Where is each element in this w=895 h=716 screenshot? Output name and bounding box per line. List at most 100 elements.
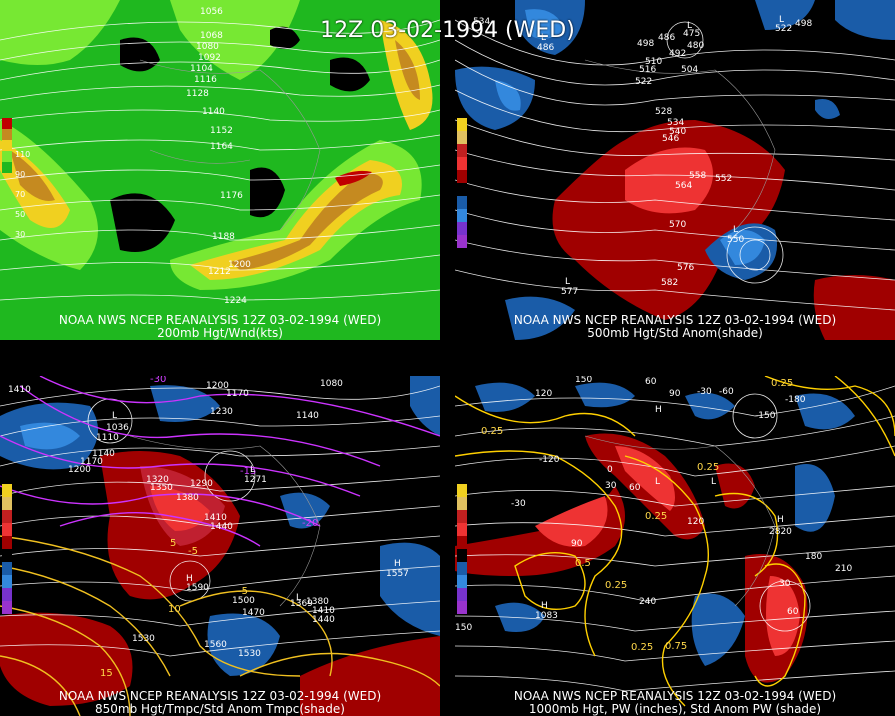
map-label: 546 bbox=[662, 134, 679, 144]
map-label: 1116 bbox=[194, 75, 217, 85]
map-label: 5 bbox=[170, 538, 176, 549]
map-label: 1470 bbox=[242, 608, 265, 618]
map-label: 0.25 bbox=[631, 642, 653, 653]
map-label: 90 bbox=[669, 389, 681, 399]
map-label: 90 bbox=[571, 539, 583, 549]
footer-variable: 500mb Hgt/Std Anom(shade) bbox=[587, 326, 763, 340]
map-label: 1140 bbox=[296, 411, 319, 421]
map-label: 1410 bbox=[204, 513, 227, 523]
map-label: 0.25 bbox=[605, 580, 627, 591]
map-label: 1500 bbox=[232, 596, 255, 606]
map-label: -60 bbox=[719, 387, 734, 397]
map-label: 1271 bbox=[244, 475, 267, 485]
map-label: 550 bbox=[727, 235, 744, 245]
map-label: 10 bbox=[168, 604, 181, 615]
map-label: L bbox=[250, 465, 255, 475]
map-label: 240 bbox=[639, 597, 656, 607]
map-label: 582 bbox=[661, 278, 678, 288]
map-label: 2820 bbox=[769, 527, 792, 537]
map-label: L bbox=[733, 225, 738, 235]
map-label: L bbox=[565, 277, 570, 287]
map-label: L bbox=[541, 33, 546, 43]
map-label: -5 bbox=[238, 586, 248, 597]
map-label: 540 bbox=[669, 127, 686, 137]
footer-source: NOAA NWS NCEP REANALYSIS 12Z 03-02-1994 … bbox=[513, 313, 837, 327]
map-label: 564 bbox=[675, 181, 692, 191]
map-label: 1080 bbox=[196, 42, 219, 52]
map-label: L bbox=[655, 477, 660, 487]
map-label: 1170 bbox=[80, 457, 103, 467]
main-title: 12Z 03-02-1994 (WED) bbox=[320, 18, 575, 43]
map-label: H bbox=[541, 601, 548, 611]
map-label: H bbox=[394, 559, 401, 569]
map-label: 1036 bbox=[106, 423, 129, 433]
map-label: 60 bbox=[787, 607, 799, 617]
map-label: 120 bbox=[687, 517, 704, 527]
map-label: 0.25 bbox=[771, 378, 793, 389]
map-label: 1056 bbox=[200, 7, 223, 17]
map-label: 1290 bbox=[190, 479, 213, 489]
map-label: 480 bbox=[687, 41, 704, 51]
map-label: 1212 bbox=[208, 267, 231, 277]
map-label: 522 bbox=[635, 77, 652, 87]
map-label: 1164 bbox=[210, 142, 233, 152]
footer-source: NOAA NWS NCEP REANALYSIS 12Z 03-02-1994 … bbox=[58, 313, 382, 327]
map-label: 1083 bbox=[535, 611, 558, 621]
map-label: 0.25 bbox=[645, 511, 667, 522]
map-label: 1104 bbox=[190, 64, 213, 74]
map-label: 576 bbox=[677, 263, 694, 273]
map-label: 1410 bbox=[312, 606, 335, 616]
map-label: 522 bbox=[775, 24, 792, 34]
color-scale-850mb bbox=[2, 484, 12, 614]
map-label: -30 bbox=[511, 499, 526, 509]
map-label: 150 bbox=[575, 376, 592, 385]
map-label: 1224 bbox=[224, 296, 247, 306]
panel-1000mb-height-pw: 150 120 60 90 -30 -60 -150 -180 -120 0 3… bbox=[455, 376, 895, 716]
map-500mb: 534 498 486 492 480 510 516 504 522 528 … bbox=[455, 0, 895, 340]
map-label: 1557 bbox=[386, 569, 409, 579]
footer-variable: 200mb Hgt/Wnd(kts) bbox=[157, 326, 283, 340]
map-label: 577 bbox=[561, 287, 578, 297]
map-label: 558 bbox=[689, 171, 706, 181]
map-label: 492 bbox=[669, 49, 686, 59]
panel-200mb-height-wind: 1056 1068 1080 1092 1104 1116 1128 1140 … bbox=[0, 0, 440, 340]
map-label: 486 bbox=[658, 33, 675, 43]
map-label: H bbox=[777, 515, 784, 525]
map-label: 534 bbox=[473, 17, 490, 27]
map-label: 1200 bbox=[68, 465, 91, 475]
map-label: 1590 bbox=[186, 583, 209, 593]
map-label: 0.5 bbox=[575, 558, 591, 569]
map-label: 15 bbox=[100, 668, 113, 679]
map-label: L bbox=[711, 477, 716, 487]
map-label: 1188 bbox=[212, 232, 235, 242]
map-label: 1350 bbox=[150, 483, 173, 493]
map-label: L bbox=[687, 21, 692, 31]
map-label: 1152 bbox=[210, 126, 233, 136]
footer-variable: 1000mb Hgt, PW (inches), Std Anom PW (sh… bbox=[528, 702, 822, 716]
map-label: 534 bbox=[667, 118, 684, 128]
map-label: 150 bbox=[455, 623, 472, 633]
map-label: 570 bbox=[669, 220, 686, 230]
map-label: 1176 bbox=[220, 191, 243, 201]
map-label: 1200 bbox=[206, 381, 229, 391]
color-scale-1000mb bbox=[457, 484, 467, 614]
map-label: 498 bbox=[637, 39, 654, 49]
map-label: 60 bbox=[645, 377, 657, 387]
map-label: 1320 bbox=[146, 475, 169, 485]
map-label: 475 bbox=[683, 29, 700, 39]
map-label: 1530 bbox=[132, 634, 155, 644]
map-label: L bbox=[112, 411, 117, 421]
map-label: 1200 bbox=[228, 260, 251, 270]
map-label: 1110 bbox=[96, 433, 119, 443]
map-label: 0.25 bbox=[481, 426, 503, 437]
map-label: 1530 bbox=[238, 649, 261, 659]
map-label: 504 bbox=[681, 65, 698, 75]
map-label: 120 bbox=[535, 389, 552, 399]
map-label: 1440 bbox=[210, 522, 233, 532]
map-label: L bbox=[296, 593, 301, 603]
map-label: H bbox=[655, 405, 662, 415]
map-label: 552 bbox=[715, 174, 732, 184]
map-label: 1092 bbox=[198, 53, 221, 63]
map-label: 0 bbox=[607, 465, 613, 475]
footer-source: NOAA NWS NCEP REANALYSIS 12Z 03-02-1994 … bbox=[58, 689, 382, 703]
